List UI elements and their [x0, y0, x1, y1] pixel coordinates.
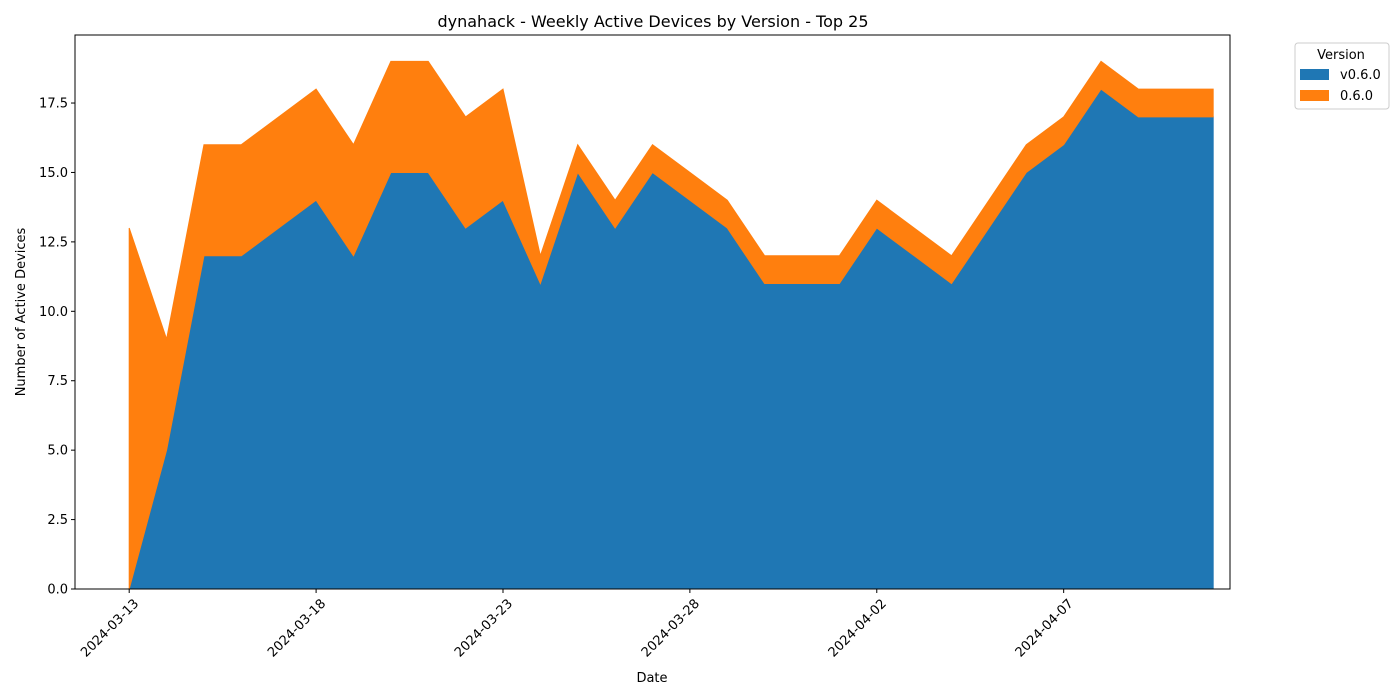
y-tick-label-5: 12.5 [39, 235, 68, 250]
x-tick-label-0: 2024-03-13 [78, 596, 142, 660]
legend-label-0: v0.6.0 [1340, 68, 1381, 83]
y-tick-label-0: 0.0 [47, 583, 68, 598]
y-tick-label-6: 15.0 [39, 166, 68, 181]
legend-swatch-0 [1300, 69, 1329, 80]
y-tick-label-1: 2.5 [47, 513, 68, 528]
y-tick-label-3: 7.5 [47, 374, 68, 389]
x-tick-label-3: 2024-03-28 [639, 596, 703, 660]
x-tick-label-1: 2024-03-18 [265, 596, 329, 660]
y-tick-label-2: 5.0 [47, 444, 68, 459]
x-tick-label-5: 2024-04-07 [1013, 596, 1077, 660]
y-tick-label-4: 10.0 [39, 305, 68, 320]
x-tick-label-4: 2024-04-02 [826, 596, 890, 660]
plot-area [128, 60, 1214, 590]
x-axis-label: Date [636, 671, 667, 686]
axes-frame [74, 34, 1231, 590]
area-series-1 [128, 60, 1214, 590]
legend-items: v0.6.0 0.6.0 [1300, 68, 1381, 104]
x-tick-label-2: 2024-03-23 [452, 596, 516, 660]
legend-swatch-1 [1300, 90, 1329, 101]
legend-label-1: 0.6.0 [1340, 89, 1373, 104]
y-axis-label: Number of Active Devices [14, 227, 29, 396]
x-axis: 2024-03-13 2024-03-18 2024-03-23 2024-03-28… [78, 589, 1077, 660]
legend: Version v0.6.0 0.6.0 [1294, 42, 1390, 110]
chart-title: dynahack - Weekly Active Devices by Vers… [437, 12, 868, 31]
legend-title: Version [1317, 48, 1365, 63]
y-axis: 0.0 2.5 5.0 7.5 10.0 12.5 15.0 17.5 [39, 97, 75, 598]
y-tick-label-7: 17.5 [39, 97, 68, 112]
